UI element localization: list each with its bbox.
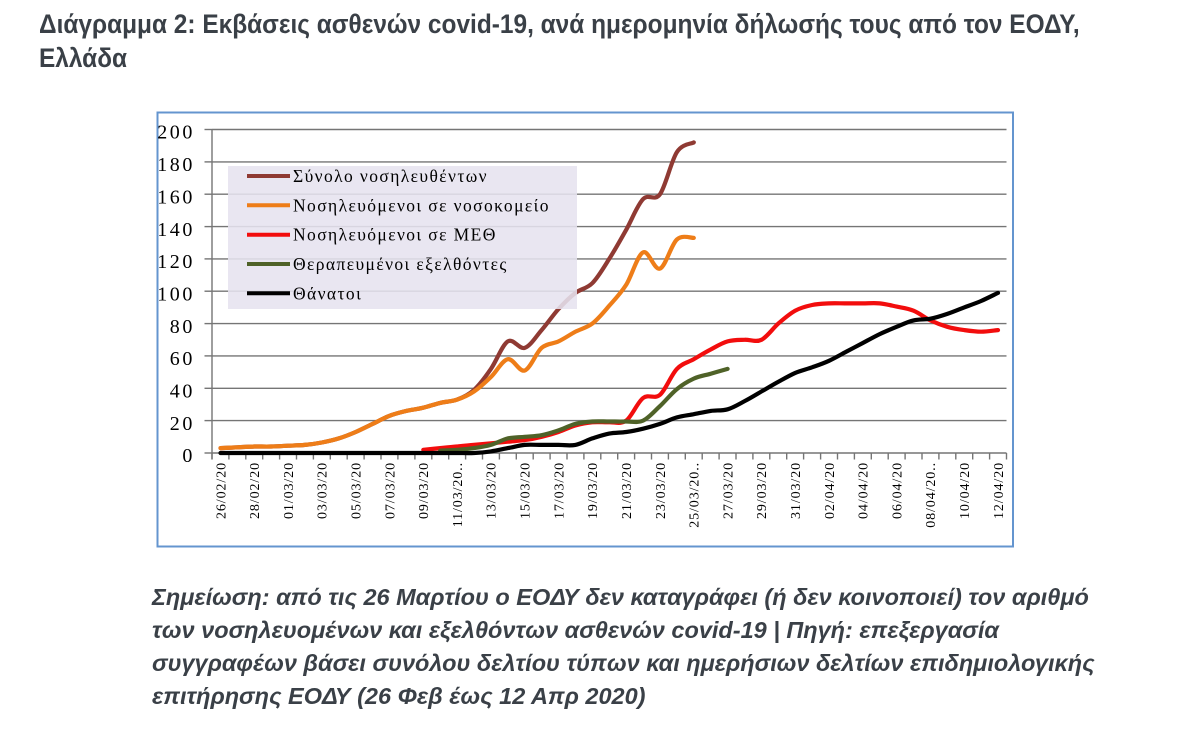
svg-text:01/03/20: 01/03/20 <box>282 462 297 519</box>
svg-text:60: 60 <box>170 348 195 370</box>
svg-text:180: 180 <box>157 154 195 176</box>
svg-text:04/04/20: 04/04/20 <box>857 462 872 519</box>
svg-text:Νοσηλευόμενοι σε νοσοκομείο: Νοσηλευόμενοι σε νοσοκομείο <box>293 195 550 215</box>
svg-text:05/03/20: 05/03/20 <box>350 462 365 519</box>
svg-text:29/03/20: 29/03/20 <box>755 462 770 519</box>
svg-text:80: 80 <box>170 316 195 338</box>
svg-text:06/04/20: 06/04/20 <box>890 462 905 519</box>
svg-text:20: 20 <box>170 413 195 435</box>
svg-text:Νοσηλευόμενοι σε ΜΕΘ: Νοσηλευόμενοι σε ΜΕΘ <box>293 225 497 245</box>
svg-text:120: 120 <box>157 251 195 273</box>
svg-text:17/03/20: 17/03/20 <box>552 462 567 519</box>
svg-text:40: 40 <box>170 381 195 403</box>
svg-text:27/03/20: 27/03/20 <box>721 462 736 519</box>
svg-text:26/02/20: 26/02/20 <box>214 462 229 519</box>
svg-text:07/03/20: 07/03/20 <box>383 462 398 519</box>
svg-text:09/03/20: 09/03/20 <box>417 462 432 519</box>
svg-text:08/04/20..: 08/04/20.. <box>924 462 939 528</box>
svg-text:28/02/20: 28/02/20 <box>248 462 263 519</box>
svg-text:140: 140 <box>157 219 195 241</box>
svg-text:03/03/20: 03/03/20 <box>316 462 331 519</box>
svg-text:31/03/20: 31/03/20 <box>789 462 804 519</box>
svg-text:0: 0 <box>182 445 195 467</box>
svg-text:19/03/20: 19/03/20 <box>586 462 601 519</box>
svg-text:12/04/20: 12/04/20 <box>992 462 1007 519</box>
svg-text:Θάνατοι: Θάνατοι <box>293 283 362 303</box>
svg-text:200: 200 <box>157 122 195 144</box>
svg-text:100: 100 <box>157 283 195 305</box>
svg-text:Σύνολο νοσηλευθέντων: Σύνολο νοσηλευθέντων <box>293 166 488 186</box>
svg-text:15/03/20: 15/03/20 <box>519 462 534 519</box>
svg-text:10/04/20: 10/04/20 <box>958 462 973 519</box>
svg-text:13/03/20: 13/03/20 <box>485 462 500 519</box>
svg-text:160: 160 <box>157 186 195 208</box>
svg-text:Θεραπευμένοι εξελθόντες: Θεραπευμένοι εξελθόντες <box>293 254 508 274</box>
svg-text:21/03/20: 21/03/20 <box>620 462 635 519</box>
svg-text:23/03/20: 23/03/20 <box>654 462 669 519</box>
svg-text:11/03/20..: 11/03/20.. <box>451 462 466 527</box>
svg-text:02/04/20: 02/04/20 <box>823 462 838 519</box>
svg-text:25/03/20..: 25/03/20.. <box>688 462 703 528</box>
